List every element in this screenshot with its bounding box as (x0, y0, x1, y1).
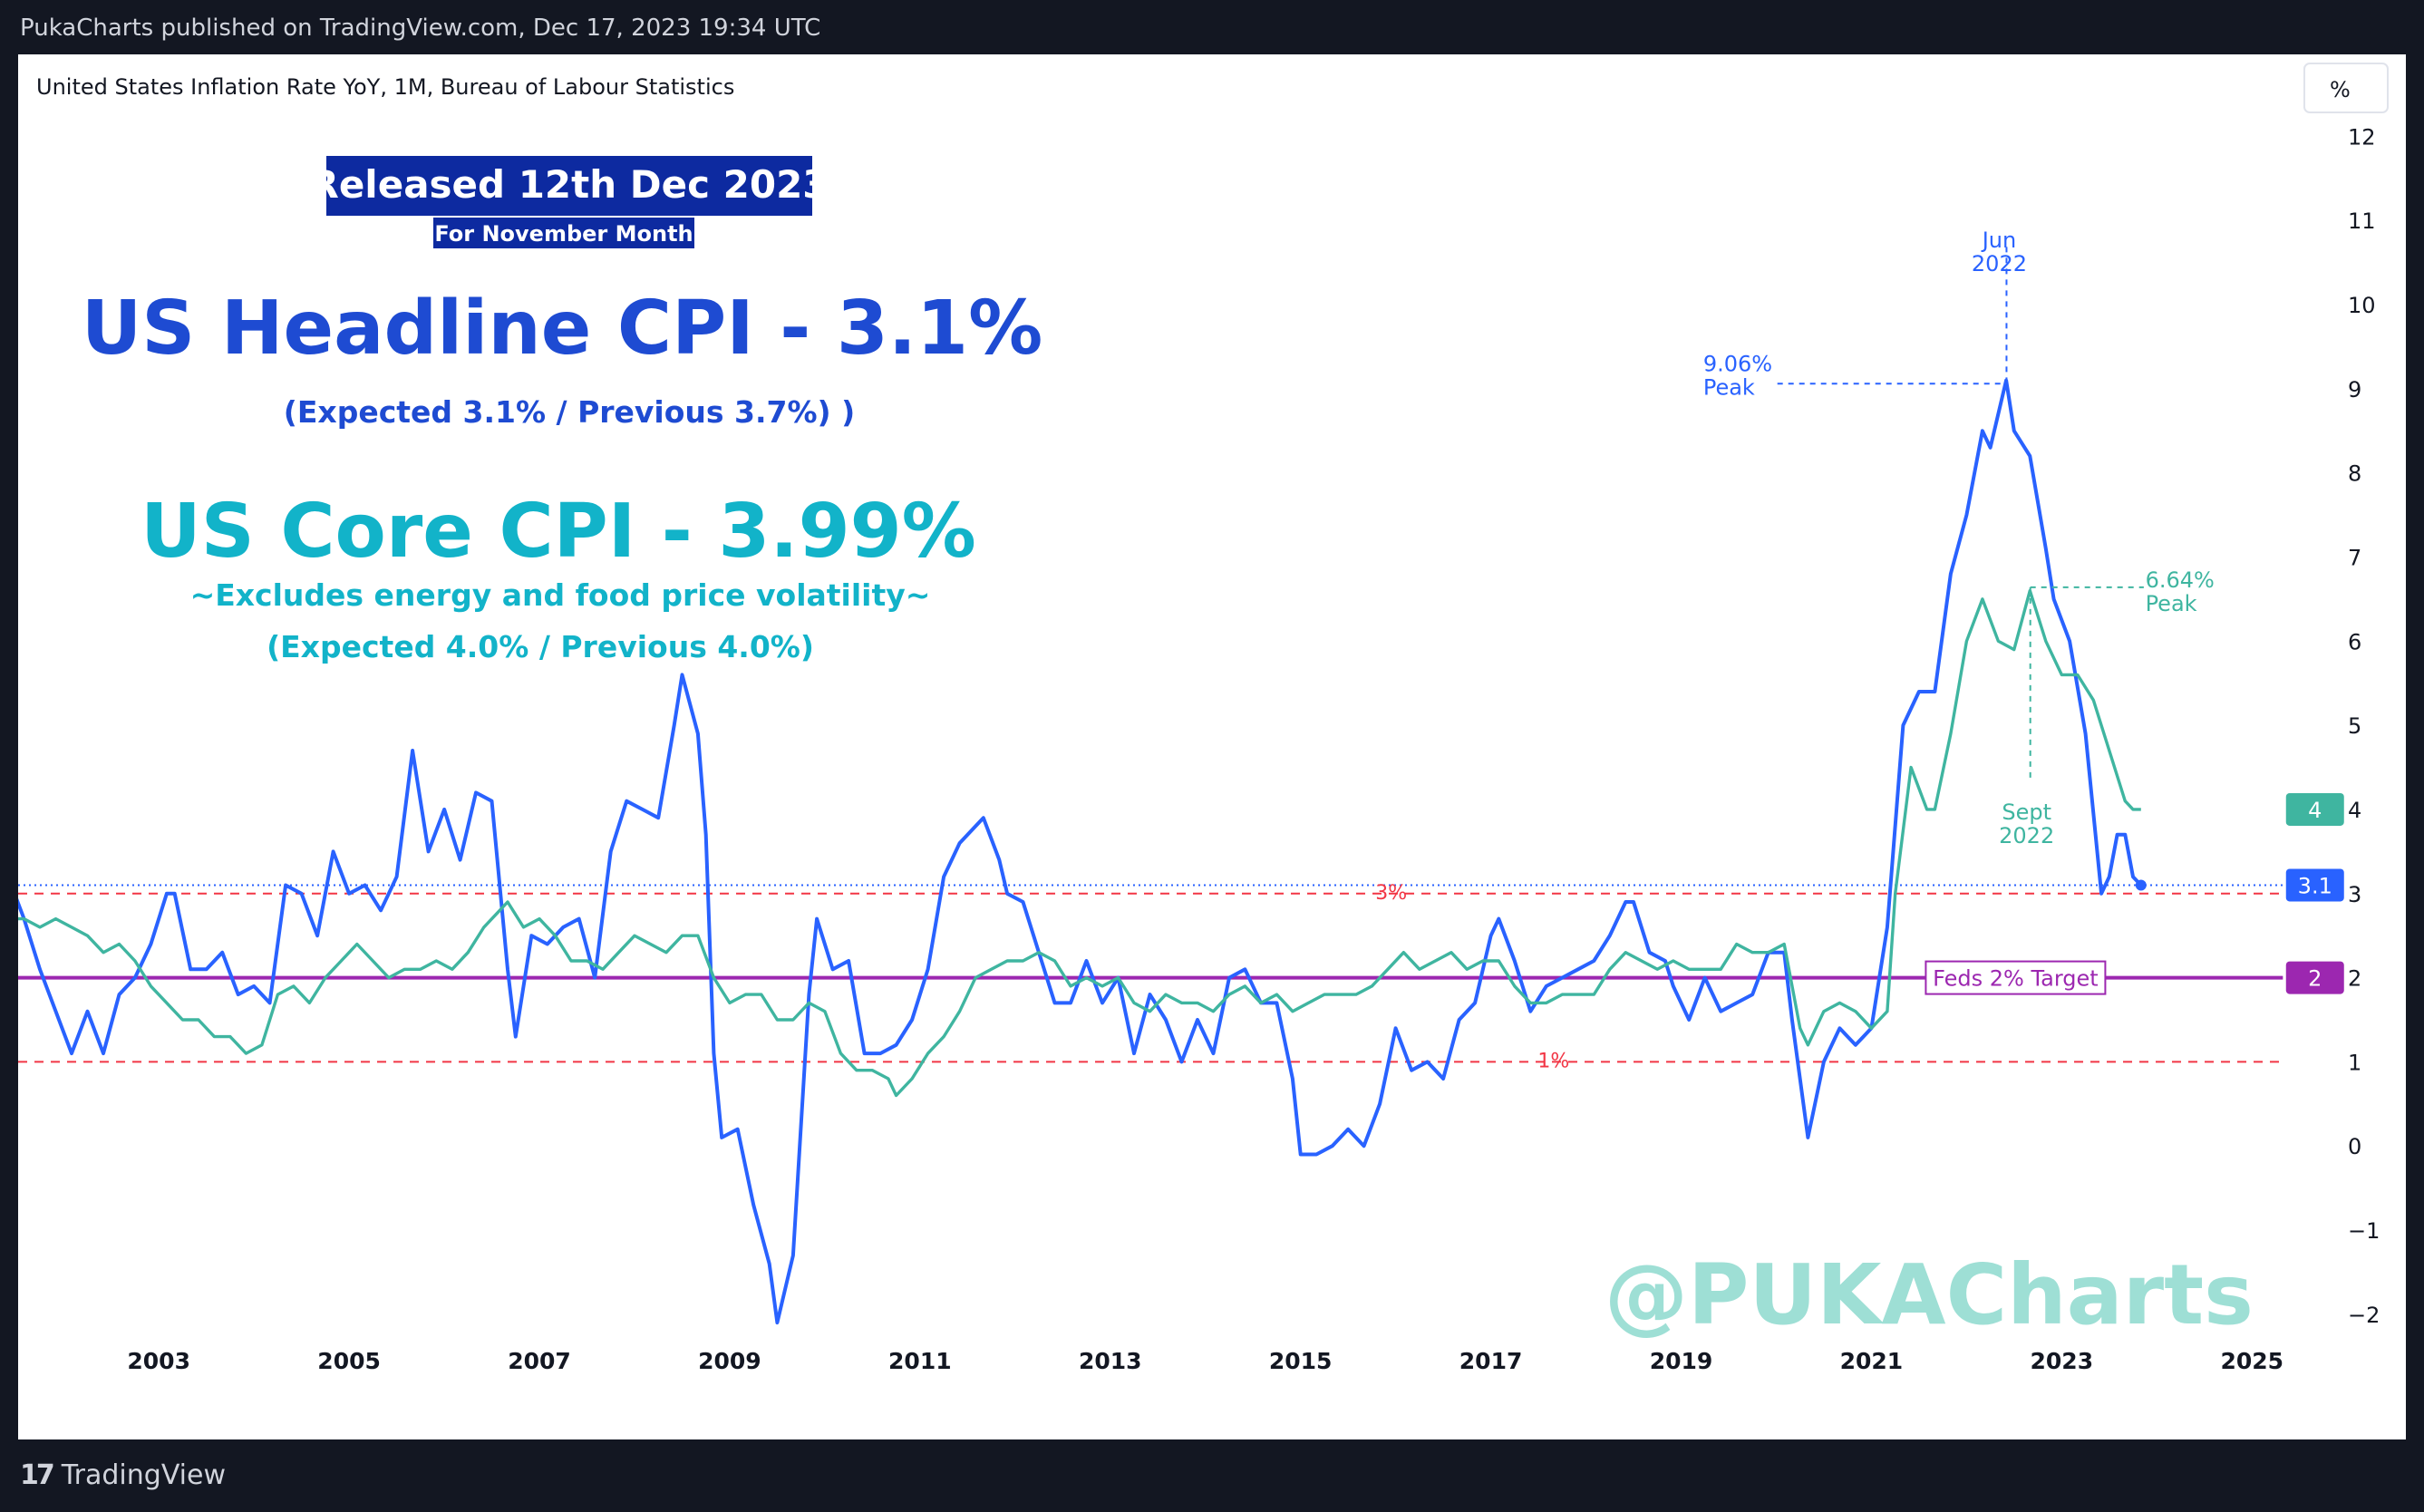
y-tick-label: 1 (2348, 1050, 2361, 1075)
x-tick-label: 2021 (1840, 1348, 1904, 1374)
fed-last-value-badge (2285, 961, 2344, 994)
y-tick-label: 3 (2348, 882, 2361, 907)
core-peak-date: Sept (2002, 800, 2051, 825)
y-tick-label: 6 (2348, 629, 2361, 654)
tradingview-logo-text: TradingView (61, 1459, 227, 1491)
core-cpi-title: US Core CPI - 3.99% (141, 489, 976, 575)
publisher-bar: PukaCharts published on TradingView.com,… (0, 0, 2424, 54)
threshold-label-1: 1% (1537, 1050, 1569, 1072)
core-peak-date: 2022 (1999, 823, 2054, 848)
core-peak-value: Peak (2146, 591, 2197, 616)
y-tick-label: 7 (2348, 545, 2361, 570)
threshold-label-3: 3% (1375, 882, 1407, 905)
y-tick-label: 0 (2348, 1134, 2361, 1159)
watermark: @PUKACharts (1605, 1246, 2254, 1343)
release-subtitle: For November Month (434, 221, 693, 247)
y-tick-label: −2 (2348, 1303, 2380, 1328)
headline-cpi-line (6, 378, 2143, 1325)
headline-cpi-expected: (Expected 3.1% / Previous 3.7%) ) (284, 394, 855, 430)
headline-last-value-badge-label: 3.1 (2298, 873, 2332, 898)
footer-bar: 17 TradingView (0, 1439, 2424, 1512)
y-tick-label: 2 (2348, 966, 2361, 992)
headline-peak-date: 2022 (1972, 251, 2027, 276)
x-tick-label: 2025 (2220, 1348, 2283, 1374)
y-tick-label: −1 (2348, 1218, 2380, 1244)
chart-panel[interactable]: United States Inflation Rate YoY, 1M, Bu… (6, 54, 2406, 1439)
core-cpi-note: ~Excludes energy and food price volatili… (190, 577, 931, 613)
headline-last-value-badge (2285, 868, 2344, 902)
headline-last-point (2135, 879, 2147, 891)
y-tick-label: 8 (2348, 461, 2361, 487)
tradingview-logo[interactable]: 17 TradingView (20, 1459, 226, 1491)
x-tick-label: 2007 (508, 1348, 571, 1374)
x-tick-label: 2003 (127, 1348, 190, 1374)
y-tick-label: 5 (2348, 713, 2361, 739)
x-axis: 2003 2005 2007 2009 2011 2013 2015 2017 2019 2021… (127, 1348, 2283, 1374)
x-tick-label: 2005 (317, 1348, 381, 1374)
fed-last-value-badge-label: 2 (2308, 966, 2322, 992)
series-lines (6, 378, 2147, 1325)
headline-peak-value: Peak (1703, 374, 1755, 400)
cpi-line-chart[interactable]: United States Inflation Rate YoY, 1M, Bu… (6, 54, 2406, 1439)
last-value-badges: 43.12 (2285, 792, 2344, 994)
y-tick-label: 10 (2348, 293, 2376, 318)
core-peak-value: 6.64% (2146, 567, 2215, 593)
x-tick-label: 2023 (2031, 1348, 2094, 1374)
x-tick-label: 2011 (888, 1348, 952, 1374)
core-cpi-expected: (Expected 4.0% / Previous 4.0%) (267, 629, 814, 664)
symbol-title: United States Inflation Rate YoY, 1M, Bu… (36, 74, 734, 100)
x-tick-label: 2019 (1650, 1348, 1713, 1374)
headline-peak-date: Jun (1981, 228, 2017, 253)
core-last-value-badge (2285, 792, 2344, 826)
y-tick-label: 12 (2348, 124, 2376, 150)
x-tick-label: 2015 (1269, 1348, 1333, 1374)
tradingview-logo-icon: 17 (20, 1459, 55, 1491)
publisher-text: PukaCharts published on TradingView.com,… (20, 15, 821, 42)
release-title: Released 12th Dec 2023 (309, 162, 829, 207)
headline-cpi-title: US Headline CPI - 3.1% (82, 286, 1043, 372)
y-tick-label: 4 (2348, 798, 2361, 823)
release-banner: Released 12th Dec 2023 For November Mont… (309, 156, 829, 248)
fed-target-label-box (1925, 960, 2107, 995)
fed-target-label: Feds 2% Target (1933, 966, 2099, 992)
core-cpi-line (8, 588, 2141, 1098)
y-tick-label: 9 (2348, 377, 2361, 402)
unit-button[interactable]: % (2303, 63, 2389, 113)
x-tick-label: 2013 (1079, 1348, 1142, 1374)
y-tick-label: 11 (2348, 208, 2376, 234)
headline-peak-value: 9.06% (1703, 351, 1772, 376)
x-tick-label: 2017 (1459, 1348, 1523, 1374)
threshold-lines: 3% 1% Feds 2% Target (18, 882, 2283, 1072)
unit-button-label: % (2330, 77, 2351, 102)
core-last-value-badge-label: 4 (2308, 798, 2322, 823)
x-tick-label: 2009 (698, 1348, 761, 1374)
